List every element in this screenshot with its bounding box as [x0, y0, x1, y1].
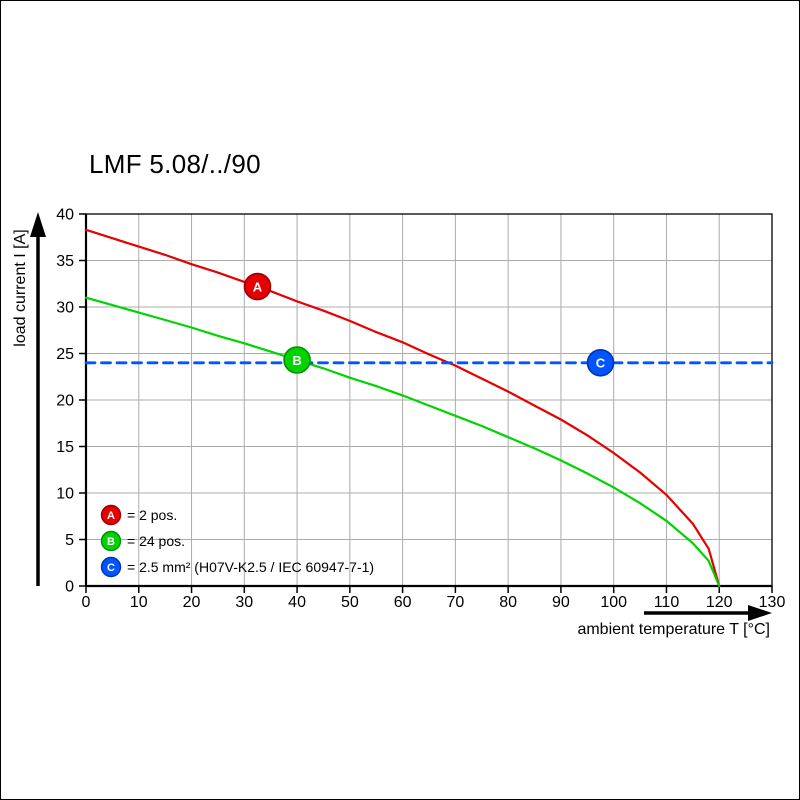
y-tick-label: 10: [56, 486, 74, 503]
marker-C-circle: [586, 348, 615, 377]
y-tick-label: 15: [56, 439, 74, 456]
y-tick-label: 40: [56, 207, 74, 224]
x-tick-label: 10: [130, 594, 148, 611]
marker-B-circle: [283, 346, 311, 374]
marker-A-letter: A: [253, 279, 263, 294]
y-axis-arrow-head-icon: [30, 212, 46, 237]
x-tick-label: 120: [706, 594, 733, 611]
marker-C-letter: C: [596, 356, 606, 371]
x-tick-label: 20: [183, 594, 201, 611]
x-tick-label: 110: [654, 594, 680, 611]
x-tick-label: 70: [446, 594, 464, 611]
chart-title: LMF 5.08/../90: [89, 149, 261, 179]
legend-C-circle: [100, 556, 122, 578]
y-tick-label: 5: [65, 532, 74, 549]
x-axis-arrow-head-icon: [748, 605, 772, 621]
legend-C-letter: C: [107, 562, 115, 574]
x-tick-label: 90: [552, 594, 570, 611]
curve-A: [84, 228, 721, 588]
x-tick-label: 0: [82, 594, 91, 611]
legend-B-circle: [100, 530, 122, 552]
legend-A-letter: A: [107, 510, 115, 522]
x-tick-label: 130: [759, 594, 786, 611]
x-tick-label: 100: [600, 594, 627, 611]
marker-A-circle: [243, 272, 272, 301]
legend-C-label: = 2.5 mm² (H07V-K2.5 / IEC 60947-7-1): [127, 559, 374, 575]
x-axis-label: ambient temperature T [°C]: [577, 621, 770, 638]
legend-A-label: = 2 pos.: [127, 507, 177, 523]
marker-B-letter: B: [292, 353, 301, 368]
y-tick-label: 35: [56, 253, 74, 270]
x-tick-label: 30: [235, 594, 253, 611]
legend-A-circle: [100, 504, 122, 526]
x-tick-label: 60: [394, 594, 412, 611]
x-tick-label: 40: [288, 594, 306, 611]
x-tick-label: 50: [341, 594, 359, 611]
curve-B: [84, 296, 721, 588]
x-tick-label: 80: [499, 594, 517, 611]
y-tick-label: 25: [56, 346, 74, 363]
legend-B-label: = 24 pos.: [127, 533, 185, 549]
y-tick-label: 30: [56, 300, 74, 317]
y-tick-label: 20: [56, 393, 74, 410]
y-tick-label: 0: [65, 579, 74, 596]
legend-B-letter: B: [107, 536, 115, 548]
